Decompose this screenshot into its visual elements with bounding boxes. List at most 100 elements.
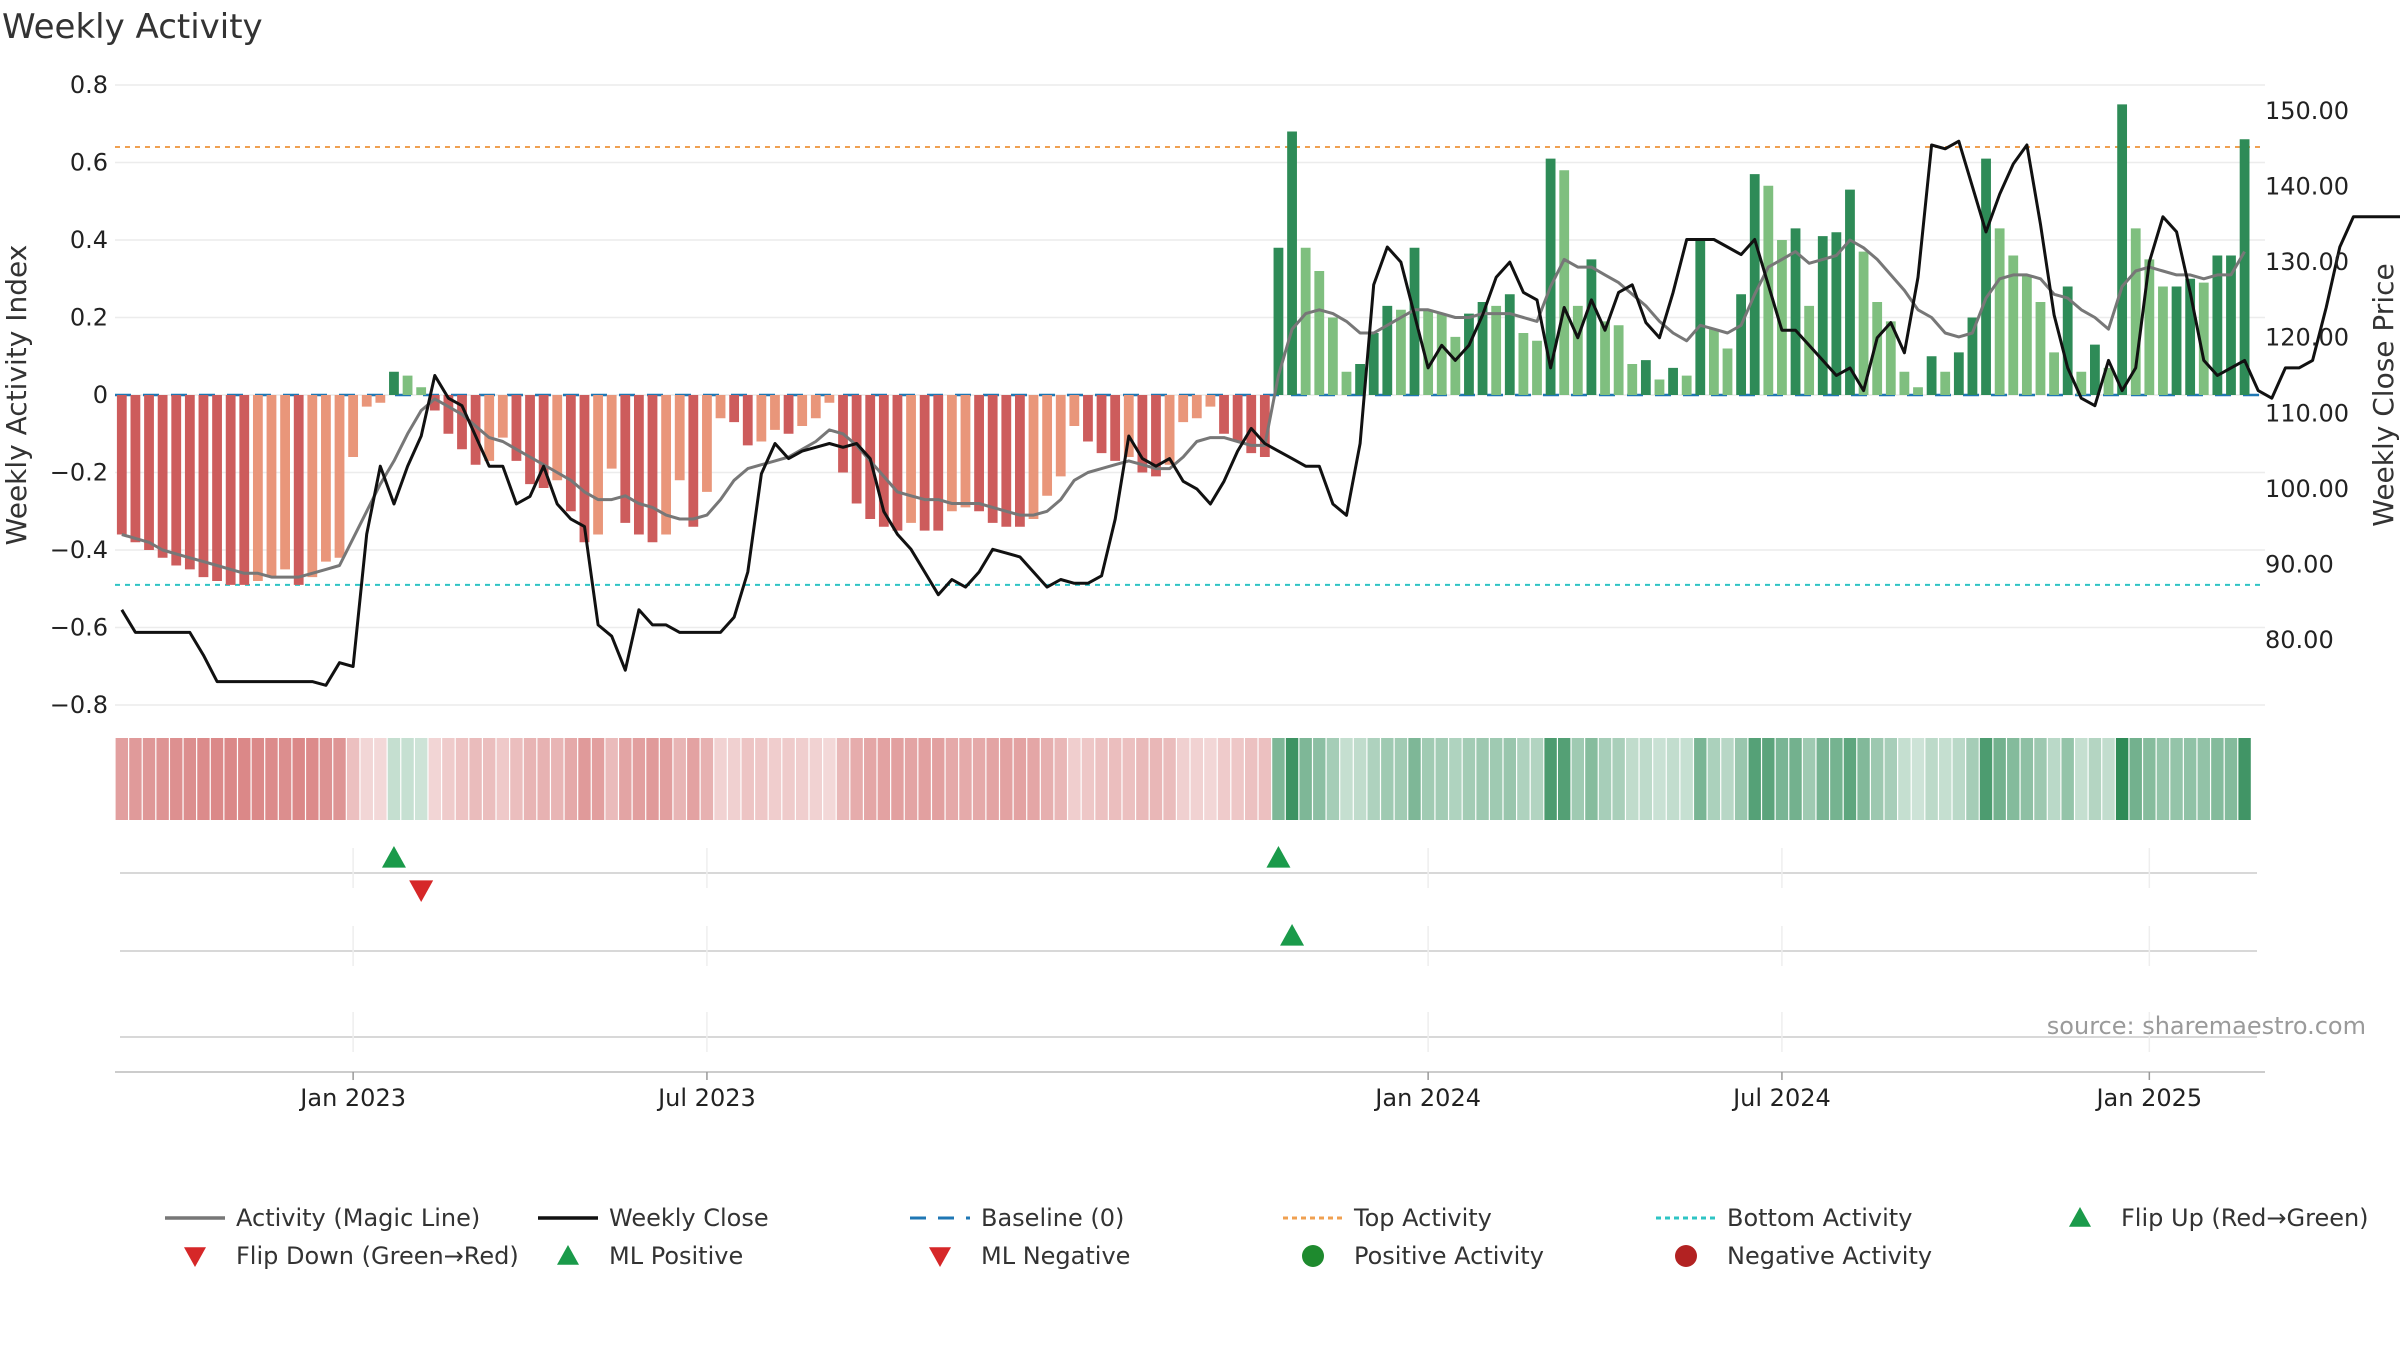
activity-bar xyxy=(565,395,576,512)
activity-bar xyxy=(2035,302,2046,395)
y-tick-label: 0.6 xyxy=(70,149,108,177)
activity-bar xyxy=(484,395,495,461)
activity-bar xyxy=(933,395,944,531)
legend-swatch xyxy=(557,1245,579,1265)
legend-item: Activity (Magic Line) xyxy=(165,1204,480,1232)
heat-cell xyxy=(1313,738,1326,820)
activity-heat-strip xyxy=(115,738,2251,820)
activity-bar xyxy=(2144,259,2155,395)
heat-cell xyxy=(1394,738,1408,820)
heat-cell xyxy=(1857,738,1870,820)
activity-bar xyxy=(266,395,277,578)
heat-cell xyxy=(2075,738,2088,820)
heat-cell xyxy=(360,738,373,820)
heat-cell xyxy=(251,738,265,820)
heat-cell xyxy=(1993,738,2006,820)
activity-bar xyxy=(2076,371,2087,395)
heat-cell xyxy=(2034,738,2047,820)
threshold-lines xyxy=(115,146,2265,586)
heat-cell xyxy=(2129,738,2142,820)
activity-bar xyxy=(2021,274,2032,395)
weekly-close-line xyxy=(120,139,2400,687)
heat-cell xyxy=(591,738,605,820)
heat-cell xyxy=(142,738,156,820)
activity-bar xyxy=(1409,247,1420,395)
activity-bar xyxy=(1137,395,1148,473)
heat-cell xyxy=(1176,738,1190,820)
activity-bar xyxy=(1600,321,1610,395)
heat-cell xyxy=(2047,738,2061,820)
heat-cell xyxy=(578,738,591,820)
activity-bar xyxy=(293,395,304,585)
activity-bar xyxy=(1913,387,1923,395)
chart-title: Weekly Activity xyxy=(2,7,263,47)
heat-cell xyxy=(1068,738,1081,820)
y2-axis-label: Weekly Close Price xyxy=(2367,263,2400,526)
heat-cell xyxy=(1489,738,1503,820)
heat-cell xyxy=(1258,738,1272,820)
heat-cell xyxy=(823,738,836,820)
activity-bar xyxy=(1845,189,1855,395)
heat-cell xyxy=(1353,738,1367,820)
heat-cell xyxy=(1272,738,1285,820)
heat-cell xyxy=(1870,738,1884,820)
activity-bar xyxy=(647,395,658,543)
heat-cell xyxy=(836,738,850,820)
activity-bar xyxy=(974,395,984,512)
activity-bar xyxy=(1069,395,1080,426)
x-tick-label: Jul 2023 xyxy=(656,1084,756,1112)
activity-bar xyxy=(1001,395,1012,527)
heat-cell xyxy=(2115,738,2129,820)
ml-positive-marker xyxy=(1280,924,1305,946)
legend-item: Baseline (0) xyxy=(910,1204,1124,1232)
heat-cell xyxy=(755,738,768,820)
heat-cell xyxy=(1558,738,1571,820)
activity-bar xyxy=(1164,395,1175,465)
activity-bar xyxy=(538,395,549,488)
heat-cell xyxy=(727,738,741,820)
heat-cell xyxy=(1911,738,1925,820)
activity-bar xyxy=(1314,271,1325,395)
heat-cell xyxy=(2170,738,2183,820)
legend-item: Negative Activity xyxy=(1675,1242,1932,1270)
legend-swatch xyxy=(184,1247,206,1267)
legend-item: Bottom Activity xyxy=(1656,1204,1912,1232)
heat-cell xyxy=(2224,738,2238,820)
legend-item: ML Positive xyxy=(557,1242,743,1270)
heat-cell xyxy=(1707,738,1721,820)
heat-cell xyxy=(1789,738,1802,820)
heat-cell xyxy=(1000,738,1013,820)
activity-bar xyxy=(1028,395,1039,519)
y2-tick-label: 130.00 xyxy=(2265,248,2349,276)
activity-bar xyxy=(511,395,522,461)
activity-bar xyxy=(1423,309,1434,395)
heat-cell xyxy=(1190,738,1204,820)
y-tick-label: −0.2 xyxy=(50,459,108,487)
heat-cell xyxy=(537,738,550,820)
activity-bar xyxy=(1926,356,1937,395)
heat-cell xyxy=(1734,738,1748,820)
heat-cell xyxy=(646,738,659,820)
activity-bar xyxy=(1151,395,1161,477)
heat-cell xyxy=(1476,738,1489,820)
activity-bar xyxy=(824,395,835,403)
heat-cell xyxy=(1530,738,1544,820)
activity-bar xyxy=(1436,313,1447,395)
activity-bar xyxy=(1804,305,1815,395)
heat-cell xyxy=(1108,738,1122,820)
heat-cell xyxy=(1830,738,1843,820)
flip-up-marker xyxy=(381,846,406,868)
activity-bar xyxy=(416,387,427,395)
series-lines xyxy=(120,139,2400,687)
y-tick-label: 0.4 xyxy=(70,226,108,254)
legend-item: Flip Down (Green→Red) xyxy=(184,1242,519,1270)
heat-cell xyxy=(1748,738,1761,820)
heat-cell xyxy=(1939,738,1952,820)
activity-bar xyxy=(116,395,127,535)
y2-tick-label: 110.00 xyxy=(2265,399,2349,427)
heat-cell xyxy=(2061,738,2074,820)
heat-cell xyxy=(891,738,904,820)
x-tick-label: Jan 2023 xyxy=(298,1084,406,1112)
activity-bar xyxy=(1491,305,1502,395)
heat-cell xyxy=(1340,738,1353,820)
